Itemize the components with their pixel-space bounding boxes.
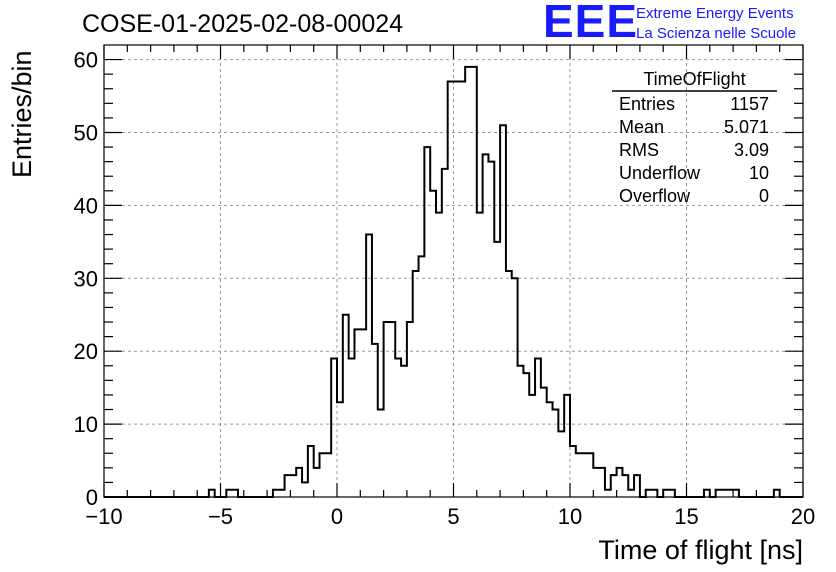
y-tick-label: 10	[74, 412, 98, 437]
stats-box: TimeOfFlight Entries 1157 Mean 5.071 RMS 3.09 U…	[612, 69, 777, 206]
y-tick-label: 20	[74, 339, 98, 364]
y-tick-label: 40	[74, 193, 98, 218]
y-tick-label: 30	[74, 266, 98, 291]
stats-label: Overflow	[619, 186, 691, 206]
stats-label: RMS	[619, 140, 659, 160]
x-tick-label: −10	[85, 504, 122, 529]
grid-lines	[104, 45, 803, 497]
axis-ticks	[103, 45, 804, 498]
x-tick-label: 10	[558, 504, 582, 529]
x-tick-label: −5	[208, 504, 233, 529]
logo-tagline-2: La Scienza nelle Scuole	[636, 25, 797, 42]
stats-label: Underflow	[619, 163, 701, 183]
stats-value: 5.071	[724, 117, 769, 137]
stats-box-title: TimeOfFlight	[643, 69, 745, 89]
stats-value: 10	[749, 163, 769, 183]
y-tick-label: 0	[86, 485, 98, 510]
x-tick-label: 20	[791, 504, 815, 529]
x-tick-label: 5	[447, 504, 459, 529]
eee-logo: EEE	[543, 0, 639, 47]
x-tick-label: 0	[331, 504, 343, 529]
x-axis-label: Time of flight [ns]	[598, 535, 803, 565]
tick-labels: −10 −5 0 5 10 15 20 0 10 20 30 40 50 60	[74, 48, 816, 529]
stats-value: 1157	[730, 94, 769, 114]
x-tick-label: 15	[674, 504, 698, 529]
stats-value: 0	[759, 186, 769, 206]
chart-title: COSE-01-2025-02-08-00024	[82, 10, 404, 38]
logo-tagline-1: Extreme Energy Events	[636, 5, 794, 22]
y-tick-label: 60	[74, 48, 98, 73]
stats-label: Entries	[619, 94, 675, 114]
y-tick-label: 50	[74, 120, 98, 145]
stats-value: 3.09	[734, 140, 769, 160]
stats-label: Mean	[619, 117, 664, 137]
y-axis-label: Entries/bin	[7, 50, 37, 178]
